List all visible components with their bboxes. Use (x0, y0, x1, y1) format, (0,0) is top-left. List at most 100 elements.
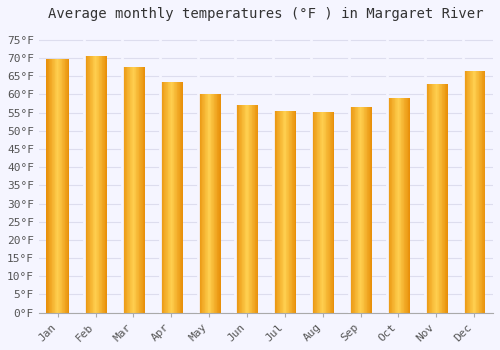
Bar (358, 107, 359, 313)
Bar (321, 112, 322, 313)
Bar (180, 82, 181, 313)
Bar (433, 84, 434, 313)
Bar (470, 71, 471, 313)
Bar (288, 111, 290, 313)
Bar (213, 94, 214, 313)
Bar (98, 56, 100, 313)
Bar (427, 84, 428, 313)
Bar (56, 59, 57, 313)
Bar (102, 56, 103, 313)
Bar (359, 107, 360, 313)
Bar (326, 112, 328, 313)
Bar (67, 59, 68, 313)
Bar (50, 59, 51, 313)
Bar (89, 56, 90, 313)
Bar (214, 94, 215, 313)
Bar (103, 56, 104, 313)
Bar (92, 56, 94, 313)
Bar (315, 112, 316, 313)
Bar (241, 105, 242, 313)
Bar (468, 71, 469, 313)
Bar (52, 59, 53, 313)
Bar (53, 59, 54, 313)
Bar (437, 84, 438, 313)
Bar (66, 59, 67, 313)
Bar (276, 111, 278, 313)
Bar (482, 71, 483, 313)
Bar (471, 71, 472, 313)
Bar (123, 67, 124, 313)
Bar (330, 112, 331, 313)
Bar (132, 67, 134, 313)
Bar (218, 94, 219, 313)
Bar (48, 59, 50, 313)
Bar (167, 82, 168, 313)
Bar (51, 59, 52, 313)
Bar (54, 59, 56, 313)
Bar (409, 98, 410, 313)
Bar (287, 111, 288, 313)
Bar (166, 82, 167, 313)
Bar (387, 98, 388, 313)
Bar (136, 67, 137, 313)
Bar (216, 94, 218, 313)
Bar (58, 59, 59, 313)
Bar (438, 84, 440, 313)
Bar (248, 105, 250, 313)
Bar (252, 105, 253, 313)
Bar (135, 67, 136, 313)
Bar (314, 112, 315, 313)
Bar (477, 71, 478, 313)
Bar (131, 67, 132, 313)
Bar (434, 84, 435, 313)
Bar (64, 59, 66, 313)
Bar (474, 71, 475, 313)
Bar (178, 82, 179, 313)
Bar (201, 94, 202, 313)
Bar (292, 111, 293, 313)
Bar (369, 107, 370, 313)
Bar (400, 98, 402, 313)
Bar (95, 56, 96, 313)
Bar (68, 59, 69, 313)
Bar (134, 67, 135, 313)
Bar (435, 84, 436, 313)
Bar (294, 111, 296, 313)
Bar (142, 67, 144, 313)
Bar (130, 67, 131, 313)
Bar (63, 59, 64, 313)
Bar (207, 94, 208, 313)
Bar (280, 111, 281, 313)
Bar (256, 105, 257, 313)
Bar (398, 98, 399, 313)
Bar (371, 107, 372, 313)
Bar (463, 71, 464, 313)
Bar (85, 56, 86, 313)
Title: Average monthly temperatures (°F ) in Margaret River: Average monthly temperatures (°F ) in Ma… (48, 7, 484, 21)
Bar (331, 112, 332, 313)
Bar (141, 67, 142, 313)
Bar (106, 56, 107, 313)
Bar (47, 59, 48, 313)
Bar (202, 94, 203, 313)
Bar (363, 107, 364, 313)
Bar (290, 111, 291, 313)
Bar (86, 56, 88, 313)
Bar (430, 84, 431, 313)
Bar (206, 94, 207, 313)
Bar (442, 84, 443, 313)
Bar (137, 67, 138, 313)
Bar (444, 84, 446, 313)
Bar (404, 98, 405, 313)
Bar (388, 98, 390, 313)
Bar (350, 107, 352, 313)
Bar (138, 67, 140, 313)
Bar (466, 71, 468, 313)
Bar (124, 67, 125, 313)
Bar (238, 105, 240, 313)
Bar (279, 111, 280, 313)
Bar (357, 107, 358, 313)
Bar (278, 111, 279, 313)
Bar (405, 98, 406, 313)
Bar (464, 71, 465, 313)
